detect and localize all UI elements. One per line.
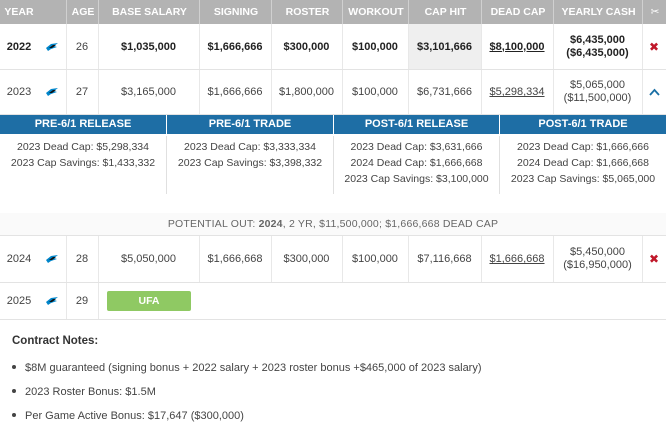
potential-rest: , 2 YR, $11,500,000; $1,666,668 DEAD CAP — [282, 218, 499, 230]
row-age: 26 — [75, 40, 89, 53]
table-row: 2025 29 — [0, 283, 666, 320]
row-year: 2025 — [6, 295, 32, 307]
row-base-salary: $5,050,000 — [120, 253, 177, 265]
row-roster: $300,000 — [283, 40, 330, 53]
table-row: 2023 27 $3,165,000 $1,666,666 $1,800,000… — [0, 70, 666, 115]
row-year: 2023 — [6, 86, 32, 98]
scenario-line: 2023 Cap Savings: $5,065,000 — [510, 173, 656, 185]
table-header: YEAR AGE BASE SALARY SIGNING ROSTER WORK… — [0, 0, 666, 24]
row-roster: $1,800,000 — [278, 86, 335, 98]
header-age[interactable]: AGE — [66, 0, 99, 24]
potential-out-banner: POTENTIAL OUT: 2024, 2 YR, $11,500,000; … — [0, 213, 666, 236]
cash-amount: $6,435,000 — [569, 33, 626, 46]
header-workout[interactable]: WORKOUT — [342, 0, 409, 24]
scenario-tab-pre-release[interactable]: PRE-6/1 RELEASE — [0, 115, 166, 134]
scenario-line: 2023 Dead Cap: $3,333,334 — [184, 141, 316, 153]
header-signing[interactable]: SIGNING — [199, 0, 272, 24]
row-age: 29 — [75, 295, 89, 307]
cash-cumulative: ($16,950,000) — [563, 259, 632, 271]
header-yearly-cash[interactable]: YEARLY CASH — [553, 0, 643, 24]
cash-amount: $5,450,000 — [569, 246, 626, 258]
scenario-tab-post-trade[interactable]: POST-6/1 TRADE — [500, 115, 666, 134]
row-workout: $100,000 — [352, 253, 398, 265]
header-base-salary[interactable]: BASE SALARY — [98, 0, 200, 24]
cash-cumulative: ($11,500,000) — [563, 92, 632, 104]
note-item: $8M guaranteed (signing bonus + 2022 sal… — [12, 362, 482, 374]
cash-cumulative: ($6,435,000) — [566, 46, 629, 59]
row-cap-hit: $7,116,668 — [417, 253, 472, 265]
note-text: $8M guaranteed (signing bonus + 2022 sal… — [25, 362, 482, 374]
row-signing: $1,666,668 — [207, 253, 263, 265]
header-roster[interactable]: ROSTER — [271, 0, 343, 24]
note-text: 2023 Roster Bonus: $1.5M — [25, 386, 156, 398]
chevron-up-icon[interactable] — [642, 70, 666, 114]
scenario-line: 2023 Cap Savings: $3,398,332 — [177, 157, 323, 169]
close-icon[interactable]: ✖ — [648, 252, 660, 266]
note-item: Per Game Active Bonus: $17,647 ($300,000… — [12, 410, 244, 422]
note-text: Per Game Active Bonus: $17,647 ($300,000… — [25, 410, 244, 422]
scenario-post-release: 2023 Dead Cap: $3,631,666 2024 Dead Cap:… — [334, 136, 499, 194]
scenario-line: 2023 Cap Savings: $1,433,332 — [10, 157, 156, 169]
row-cap-hit: $3,101,666 — [408, 24, 481, 69]
row-workout: $100,000 — [352, 40, 398, 53]
panther-logo-icon — [38, 24, 66, 69]
header-year[interactable]: YEAR — [4, 6, 34, 18]
scenario-line: 2024 Dead Cap: $1,666,668 — [350, 157, 483, 169]
row-year: 2022 — [6, 40, 32, 53]
row-year: 2024 — [6, 253, 32, 265]
scenario-line: 2023 Dead Cap: $5,298,334 — [17, 141, 149, 153]
potential-year: 2024 — [258, 218, 283, 230]
scenario-line: 2023 Dead Cap: $1,666,666 — [517, 141, 649, 153]
contract-notes-title: Contract Notes: — [12, 335, 99, 347]
panther-logo-icon — [38, 70, 66, 114]
row-roster: $300,000 — [283, 253, 330, 265]
scissors-icon: ✂ — [642, 0, 666, 24]
scenario-post-trade: 2023 Dead Cap: $1,666,666 2024 Dead Cap:… — [500, 136, 666, 194]
table-row: 2024 28 $5,050,000 $1,666,668 $300,000 $… — [0, 236, 666, 283]
panther-logo-icon — [38, 283, 66, 319]
scenario-pre-trade: 2023 Dead Cap: $3,333,334 2023 Cap Savin… — [167, 136, 333, 194]
row-dead-cap-link[interactable]: $8,100,000 — [489, 40, 545, 53]
row-yearly-cash: $5,450,000 ($16,950,000) — [553, 236, 642, 282]
row-dead-cap-link[interactable]: $5,298,334 — [489, 86, 545, 98]
row-yearly-cash: $6,435,000 ($6,435,000) — [553, 24, 642, 69]
panther-logo-icon — [38, 236, 66, 282]
note-item: 2023 Roster Bonus: $1.5M — [12, 386, 156, 398]
row-base-salary: $3,165,000 — [120, 86, 177, 98]
ufa-badge: UFA — [107, 291, 191, 311]
row-yearly-cash: $5,065,000 ($11,500,000) — [553, 70, 642, 114]
row-dead-cap-link[interactable]: $1,666,668 — [489, 253, 545, 265]
potential-prefix: POTENTIAL OUT: — [167, 218, 259, 230]
scenario-tab-pre-trade[interactable]: PRE-6/1 TRADE — [167, 115, 333, 134]
row-workout: $100,000 — [352, 86, 398, 98]
scenario-line: 2023 Dead Cap: $3,631,666 — [350, 141, 483, 153]
table-row: 2022 26 $1,035,000 $1,666,666 $300,000 $… — [0, 24, 666, 70]
scenario-tab-post-release[interactable]: POST-6/1 RELEASE — [334, 115, 499, 134]
scenario-line: 2023 Cap Savings: $3,100,000 — [344, 173, 489, 185]
cash-amount: $5,065,000 — [569, 79, 626, 91]
row-age: 27 — [75, 86, 89, 98]
row-signing: $1,666,666 — [207, 40, 263, 53]
header-cap-hit[interactable]: CAP HIT — [408, 0, 482, 24]
row-signing: $1,666,666 — [207, 86, 263, 98]
row-base-salary: $1,035,000 — [120, 40, 177, 53]
close-icon[interactable]: ✖ — [648, 39, 660, 54]
header-dead-cap[interactable]: DEAD CAP — [481, 0, 554, 24]
row-age: 28 — [75, 253, 89, 265]
scenario-pre-release: 2023 Dead Cap: $5,298,334 2023 Cap Savin… — [0, 136, 166, 194]
scenario-line: 2024 Dead Cap: $1,666,668 — [517, 157, 649, 169]
row-cap-hit: $6,731,666 — [416, 86, 473, 98]
